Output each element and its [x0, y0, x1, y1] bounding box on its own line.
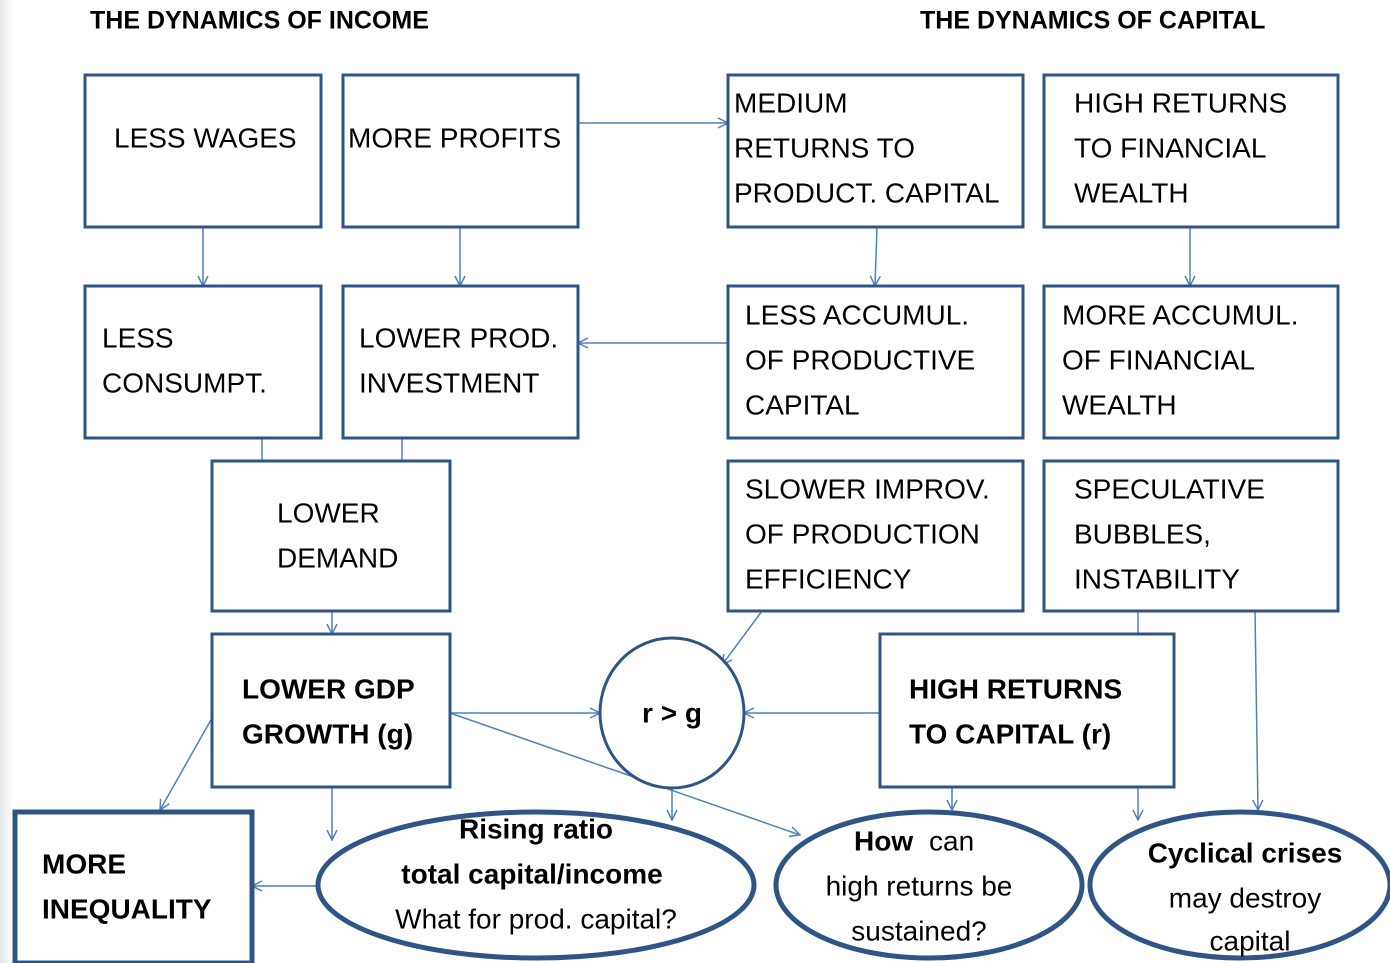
node: LESS ACCUMUL. OF PRODUCTIVE CAPITAL: [726, 284, 1025, 440]
edge-shade: [0, 0, 14, 963]
node-text: CAPITAL: [745, 389, 860, 420]
node-text: OF PRODUCTION: [745, 518, 980, 549]
node: MORE INEQUALITY: [12, 809, 255, 963]
node: Cyclical crises may destroy capital: [1087, 809, 1390, 961]
node-text: LESS ACCUMUL.: [745, 299, 969, 330]
node: LESS WAGES: [83, 73, 323, 229]
node-text: sustained?: [851, 915, 986, 946]
node-text: MEDIUM: [734, 87, 848, 118]
node-text: INSTABILITY: [1074, 563, 1240, 594]
node-text: HIGH RETURNS: [909, 673, 1122, 704]
node-text: can: [929, 825, 974, 856]
node-text: WEALTH: [1062, 389, 1177, 420]
node-text: LESS: [102, 322, 174, 353]
node: MORE ACCUMUL. OF FINANCIAL WEALTH: [1042, 284, 1340, 440]
node-text: Rising ratio: [459, 813, 613, 844]
node: How can high returns be sustained?: [773, 809, 1085, 961]
node: LOWER GDP GROWTH (g): [210, 632, 452, 789]
node-text: LESS WAGES: [114, 122, 297, 153]
node-text: LOWER PROD.: [359, 322, 558, 353]
node-text: OF FINANCIAL: [1062, 344, 1255, 375]
node-text: How: [854, 825, 913, 856]
node-text: What for prod. capital?: [395, 903, 677, 934]
node-text: TO CAPITAL (r): [909, 718, 1111, 749]
node-text: PRODUCT. CAPITAL: [734, 177, 1000, 208]
node-text: high returns be: [826, 870, 1013, 901]
node: MORE PROFITS: [341, 73, 580, 229]
node-text: EFFICIENCY: [745, 563, 912, 594]
node-text: total capital/income: [401, 858, 662, 889]
node: HIGH RETURNS TO FINANCIAL WEALTH: [1042, 73, 1340, 229]
header: THE DYNAMICS OF INCOME: [90, 7, 429, 35]
node: LOWER PROD. INVESTMENT: [341, 284, 580, 440]
node-text: MORE ACCUMUL.: [1062, 299, 1298, 330]
node: LOWER DEMAND: [210, 459, 452, 613]
node-text: CONSUMPT.: [102, 367, 267, 398]
node: LESS CONSUMPT.: [83, 284, 323, 440]
node: MEDIUM RETURNS TO PRODUCT. CAPITAL: [726, 73, 1025, 229]
node-text: INVESTMENT: [359, 367, 539, 398]
node-text: INEQUALITY: [42, 893, 212, 924]
node-text: TO FINANCIAL: [1074, 132, 1266, 163]
node-text: GROWTH (g): [242, 718, 413, 749]
node-text: Cyclical crises: [1148, 837, 1343, 868]
node-text: OF PRODUCTIVE: [745, 344, 975, 375]
node: Rising ratio total capital/income What f…: [315, 809, 757, 961]
arrows: [160, 123, 1258, 886]
node: HIGH RETURNS TO CAPITAL (r): [878, 632, 1176, 789]
node-text: BUBBLES,: [1074, 518, 1211, 549]
node: SLOWER IMPROV. OF PRODUCTION EFFICIENCY: [726, 459, 1025, 613]
node-text: SLOWER IMPROV.: [745, 473, 990, 504]
node-text: SPECULATIVE: [1074, 473, 1265, 504]
node-text: r > g: [642, 697, 702, 728]
node-text: DEMAND: [277, 542, 398, 573]
node-text: MORE PROFITS: [348, 122, 561, 153]
node: SPECULATIVE BUBBLES, INSTABILITY: [1042, 459, 1340, 613]
node-text: may destroy: [1169, 882, 1322, 913]
node-text: capital: [1210, 925, 1291, 956]
node: r > g: [598, 636, 746, 790]
node-text: RETURNS TO: [734, 132, 915, 163]
header: THE DYNAMICS OF CAPITAL: [920, 7, 1265, 35]
node-text: LOWER GDP: [242, 673, 415, 704]
node-text: WEALTH: [1074, 177, 1189, 208]
node-text: HIGH RETURNS: [1074, 87, 1287, 118]
node-text: MORE: [42, 848, 126, 879]
node-text: LOWER: [277, 497, 380, 528]
